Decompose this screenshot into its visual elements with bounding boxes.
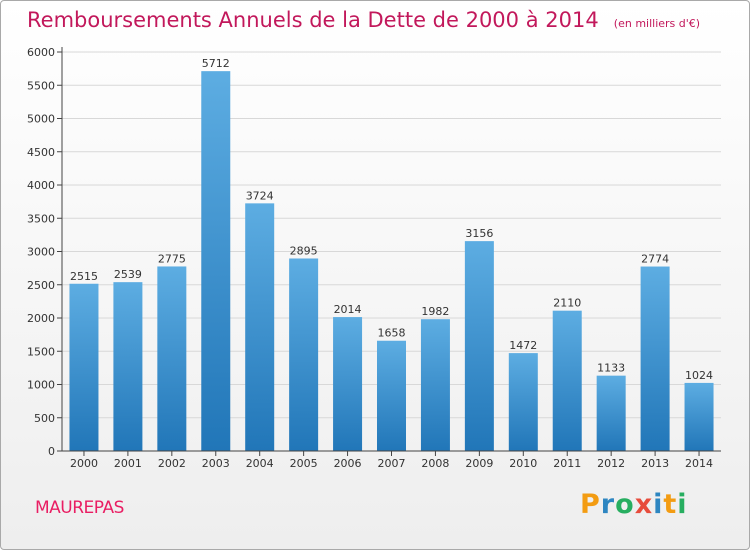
bar-value-label: 1658 bbox=[378, 327, 406, 340]
bar bbox=[464, 241, 494, 451]
bar bbox=[552, 310, 582, 451]
logo-letter: x bbox=[634, 489, 654, 520]
bar-value-label: 2775 bbox=[158, 252, 186, 265]
x-tick-label: 2007 bbox=[378, 457, 406, 470]
x-tick-label: 2005 bbox=[290, 457, 318, 470]
x-tick-label: 2014 bbox=[685, 457, 713, 470]
commune-name: MAUREPAS bbox=[35, 498, 124, 518]
x-tick-label: 2002 bbox=[158, 457, 186, 470]
y-tick-label: 6000 bbox=[27, 46, 55, 59]
y-tick-label: 5000 bbox=[27, 113, 55, 126]
y-tick-label: 3000 bbox=[27, 246, 55, 259]
bar bbox=[333, 317, 363, 451]
chart-title: Remboursements Annuels de la Dette de 20… bbox=[27, 8, 700, 32]
x-tick-label: 2004 bbox=[246, 457, 274, 470]
logo-letter: o bbox=[615, 489, 635, 520]
y-tick-label: 3500 bbox=[27, 212, 55, 225]
logo-letter: P bbox=[580, 489, 601, 520]
logo-letter: i bbox=[653, 489, 664, 520]
x-tick-label: 2009 bbox=[465, 457, 493, 470]
logo-letter: i bbox=[677, 489, 688, 520]
x-tick-label: 2006 bbox=[334, 457, 362, 470]
x-tick-label: 2013 bbox=[641, 457, 669, 470]
bar bbox=[640, 266, 670, 451]
bar-value-label: 2110 bbox=[553, 297, 581, 310]
chart-title-text: Remboursements Annuels de la Dette de 20… bbox=[27, 8, 599, 32]
x-tick-label: 2003 bbox=[202, 457, 230, 470]
bar-value-label: 3156 bbox=[465, 227, 493, 240]
y-tick-label: 0 bbox=[48, 445, 55, 458]
y-tick-label: 1000 bbox=[27, 379, 55, 392]
chart-unit-note: (en milliers d'€) bbox=[613, 17, 701, 30]
bar bbox=[69, 283, 99, 451]
y-tick-label: 4000 bbox=[27, 179, 55, 192]
bar-value-label: 2014 bbox=[334, 303, 362, 316]
x-tick-label: 2000 bbox=[70, 457, 98, 470]
y-tick-label: 1500 bbox=[27, 345, 55, 358]
bar-value-label: 1133 bbox=[597, 362, 625, 375]
bar-value-label: 1472 bbox=[509, 339, 537, 352]
y-tick-label: 5500 bbox=[27, 79, 55, 92]
bar bbox=[245, 203, 275, 451]
y-tick-label: 4500 bbox=[27, 146, 55, 159]
y-tick-label: 2000 bbox=[27, 312, 55, 325]
bar bbox=[113, 282, 143, 451]
bar-value-label: 2539 bbox=[114, 268, 142, 281]
bar bbox=[157, 266, 187, 451]
bar bbox=[201, 71, 231, 451]
x-tick-label: 2008 bbox=[421, 457, 449, 470]
x-tick-label: 2012 bbox=[597, 457, 625, 470]
logo-letter: r bbox=[600, 489, 616, 520]
bar bbox=[289, 258, 319, 451]
proxiti-logo: Proxiti bbox=[580, 489, 688, 520]
bar-value-label: 1982 bbox=[421, 305, 449, 318]
bar-value-label: 2895 bbox=[290, 244, 318, 257]
bar bbox=[508, 353, 538, 451]
y-tick-label: 2500 bbox=[27, 279, 55, 292]
x-tick-label: 2001 bbox=[114, 457, 142, 470]
logo-letter: t bbox=[663, 489, 678, 520]
bar bbox=[377, 340, 406, 451]
bar bbox=[596, 375, 626, 451]
bar-value-label: 3724 bbox=[246, 189, 274, 202]
bar-value-label: 1024 bbox=[685, 369, 713, 382]
bar-value-label: 5712 bbox=[202, 57, 230, 70]
bar-value-label: 2774 bbox=[641, 253, 669, 266]
bar-value-label: 2515 bbox=[70, 270, 98, 283]
y-tick-label: 500 bbox=[34, 412, 55, 425]
x-tick-label: 2010 bbox=[509, 457, 537, 470]
bar bbox=[420, 319, 450, 451]
bar bbox=[684, 382, 714, 451]
x-tick-label: 2011 bbox=[553, 457, 581, 470]
